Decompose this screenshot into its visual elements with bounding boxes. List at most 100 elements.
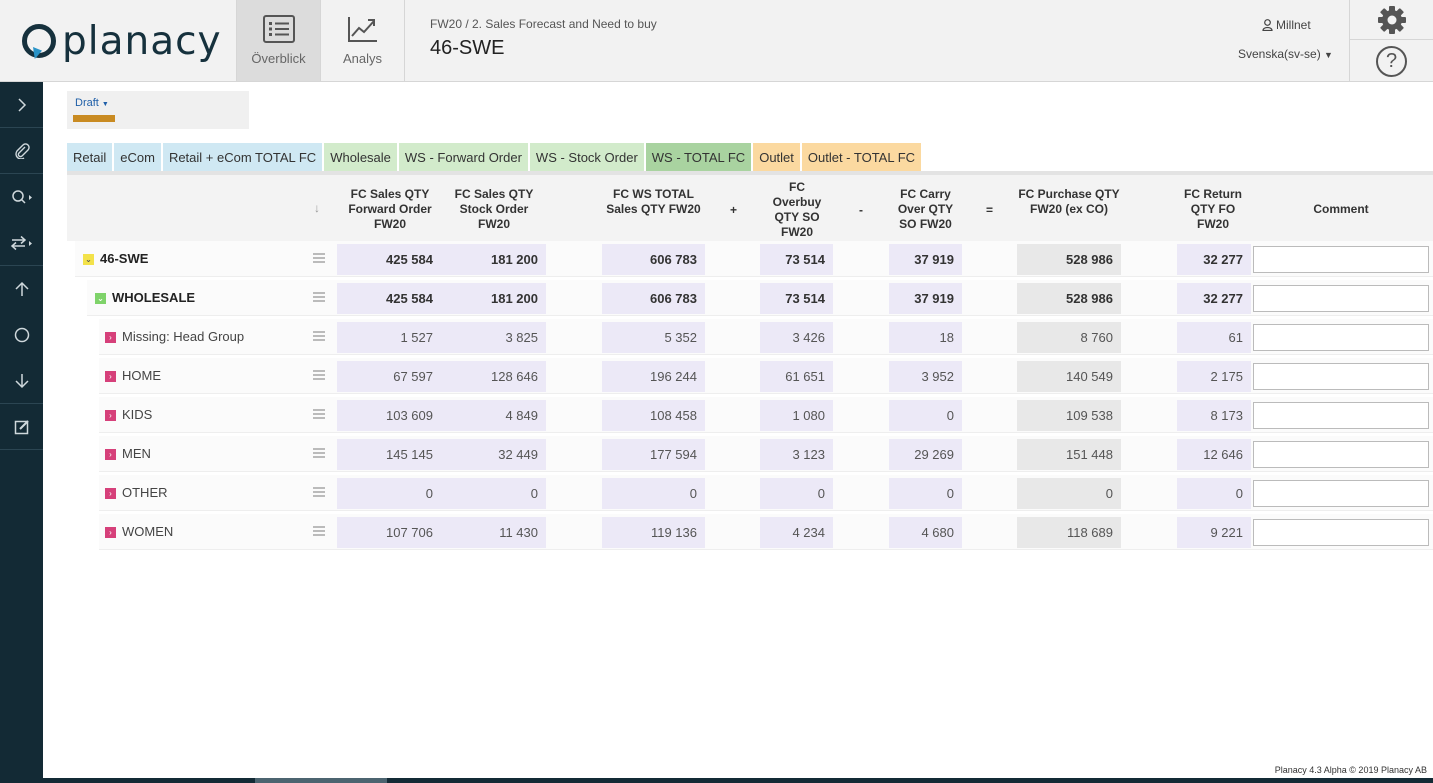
cell-overbuy[interactable]: 3 123	[760, 439, 833, 470]
col-fc-sales-forward-order[interactable]: FC Sales QTY Forward Order FW20	[348, 187, 432, 231]
cell-return[interactable]: 9 221	[1177, 517, 1251, 548]
cell-ws-total[interactable]: 0	[602, 478, 705, 509]
planacy-logo[interactable]: planacy	[22, 18, 222, 64]
table-row-other[interactable]: › OTHER 0 0 0 0 0 0 0	[67, 475, 1433, 511]
collapse-chevron-icon[interactable]: ⌄	[83, 253, 94, 265]
cell-forward-order[interactable]: 0	[337, 478, 441, 509]
expand-chevron-icon[interactable]: ›	[105, 487, 116, 499]
cell-forward-order[interactable]: 107 706	[337, 517, 441, 548]
table-row-kids[interactable]: › KIDS 103 609 4 849 108 458 1 080 0 109…	[67, 397, 1433, 433]
nav-analysis-button[interactable]: Analys	[320, 0, 404, 81]
user-menu[interactable]: Millnet	[1262, 18, 1311, 32]
cell-overbuy[interactable]: 4 234	[760, 517, 833, 548]
comment-input[interactable]	[1253, 363, 1429, 390]
cell-stock-order[interactable]: 0	[441, 478, 546, 509]
cell-ws-total[interactable]: 119 136	[602, 517, 705, 548]
tab-outlet[interactable]: Outlet	[753, 143, 800, 171]
expand-chevron-icon[interactable]: ›	[105, 448, 116, 460]
scrollbar-thumb[interactable]	[255, 778, 387, 783]
col-fc-purchase[interactable]: FC Purchase QTY FW20 (ex CO)	[1018, 187, 1120, 216]
cell-forward-order[interactable]: 67 597	[337, 361, 441, 392]
expand-chevron-icon[interactable]: ›	[105, 409, 116, 421]
cell-overbuy[interactable]: 61 651	[760, 361, 833, 392]
table-row-wholesale[interactable]: ⌄ WHOLESALE 425 584 181 200 606 783 73 5…	[67, 280, 1433, 316]
move-up-button[interactable]	[0, 266, 43, 312]
horizontal-scrollbar[interactable]	[43, 778, 1433, 783]
cell-stock-order[interactable]: 181 200	[441, 283, 546, 314]
row-menu-icon[interactable]	[313, 487, 325, 497]
cell-ws-total[interactable]: 606 783	[602, 283, 705, 314]
table-row-men[interactable]: › MEN 145 145 32 449 177 594 3 123 29 26…	[67, 436, 1433, 472]
expand-chevron-icon[interactable]: ›	[105, 370, 116, 382]
search-button[interactable]	[0, 174, 43, 220]
cell-overbuy[interactable]: 73 514	[760, 283, 833, 314]
cell-return[interactable]: 32 277	[1177, 283, 1251, 314]
tab-outlet-total-fc[interactable]: Outlet - TOTAL FC	[801, 143, 922, 171]
col-fc-carry-over[interactable]: FC Carry Over QTY SO FW20	[897, 187, 954, 231]
comment-input[interactable]	[1253, 285, 1429, 312]
nav-overview-button[interactable]: Överblick	[236, 0, 320, 81]
col-fc-sales-stock-order[interactable]: FC Sales QTY Stock Order FW20	[454, 187, 534, 231]
cell-return[interactable]: 12 646	[1177, 439, 1251, 470]
row-menu-icon[interactable]	[313, 370, 325, 380]
cell-stock-order[interactable]: 11 430	[441, 517, 546, 548]
breadcrumb[interactable]: FW20 / 2. Sales Forecast and Need to buy	[430, 17, 657, 31]
cell-forward-order[interactable]: 1 527	[337, 322, 441, 353]
cell-carry-over[interactable]: 37 919	[889, 244, 962, 275]
cell-overbuy[interactable]: 1 080	[760, 400, 833, 431]
collapse-chevron-icon[interactable]: ⌄	[95, 292, 106, 304]
cell-stock-order[interactable]: 128 646	[441, 361, 546, 392]
cell-ws-total[interactable]: 108 458	[602, 400, 705, 431]
cell-return[interactable]: 0	[1177, 478, 1251, 509]
cell-forward-order[interactable]: 145 145	[337, 439, 441, 470]
cell-carry-over[interactable]: 37 919	[889, 283, 962, 314]
cell-ws-total[interactable]: 5 352	[602, 322, 705, 353]
row-menu-icon[interactable]	[313, 409, 325, 419]
tab-wholesale[interactable]: Wholesale	[324, 143, 397, 171]
comment-input[interactable]	[1253, 441, 1429, 468]
col-fc-return[interactable]: FC Return QTY FO FW20	[1184, 187, 1242, 231]
cell-overbuy[interactable]: 73 514	[760, 244, 833, 275]
comment-input[interactable]	[1253, 246, 1429, 273]
cell-return[interactable]: 2 175	[1177, 361, 1251, 392]
row-menu-icon[interactable]	[313, 292, 325, 302]
tab-ws-total-fc[interactable]: WS - TOTAL FC	[645, 143, 752, 171]
cell-return[interactable]: 8 173	[1177, 400, 1251, 431]
edit-button[interactable]	[0, 404, 43, 450]
cell-stock-order[interactable]: 32 449	[441, 439, 546, 470]
col-fc-ws-total-sales[interactable]: FC WS TOTAL Sales QTY FW20	[606, 187, 701, 216]
status-dropdown[interactable]: Draft ▼	[75, 97, 109, 109]
expand-chevron-icon[interactable]: ›	[105, 331, 116, 343]
tab-ws-forward-order[interactable]: WS - Forward Order	[398, 143, 528, 171]
comment-input[interactable]	[1253, 324, 1429, 351]
attachments-button[interactable]	[0, 128, 43, 174]
language-select[interactable]: Svenska(sv-se) ▼	[1238, 47, 1333, 61]
comment-input[interactable]	[1253, 519, 1429, 546]
table-row-missing-head-group[interactable]: › Missing: Head Group 1 527 3 825 5 352 …	[67, 319, 1433, 355]
cell-carry-over[interactable]: 18	[889, 322, 962, 353]
cell-stock-order[interactable]: 3 825	[441, 322, 546, 353]
expand-sidebar-button[interactable]	[0, 82, 43, 128]
cell-ws-total[interactable]: 606 783	[602, 244, 705, 275]
table-row-women[interactable]: › WOMEN 107 706 11 430 119 136 4 234 4 6…	[67, 514, 1433, 550]
cell-return[interactable]: 61	[1177, 322, 1251, 353]
cell-ws-total[interactable]: 196 244	[602, 361, 705, 392]
sort-down-icon[interactable]: ↓	[314, 201, 320, 215]
tab-retail[interactable]: Retail	[67, 143, 113, 171]
tab-ecom[interactable]: eCom	[114, 143, 161, 171]
cell-forward-order[interactable]: 425 584	[337, 244, 441, 275]
circle-button[interactable]	[0, 312, 43, 358]
cell-forward-order[interactable]: 425 584	[337, 283, 441, 314]
row-menu-icon[interactable]	[313, 448, 325, 458]
table-row-home[interactable]: › HOME 67 597 128 646 196 244 61 651 3 9…	[67, 358, 1433, 394]
table-row-46-swe[interactable]: ⌄ 46-SWE 425 584 181 200 606 783 73 514 …	[67, 241, 1433, 277]
cell-ws-total[interactable]: 177 594	[602, 439, 705, 470]
switch-button[interactable]	[0, 220, 43, 266]
row-menu-icon[interactable]	[313, 331, 325, 341]
expand-chevron-icon[interactable]: ›	[105, 526, 116, 538]
cell-forward-order[interactable]: 103 609	[337, 400, 441, 431]
tab-ws-stock-order[interactable]: WS - Stock Order	[529, 143, 644, 171]
col-fc-overbuy[interactable]: FC Overbuy QTY SO FW20	[772, 180, 822, 239]
row-menu-icon[interactable]	[313, 253, 325, 263]
cell-overbuy[interactable]: 0	[760, 478, 833, 509]
